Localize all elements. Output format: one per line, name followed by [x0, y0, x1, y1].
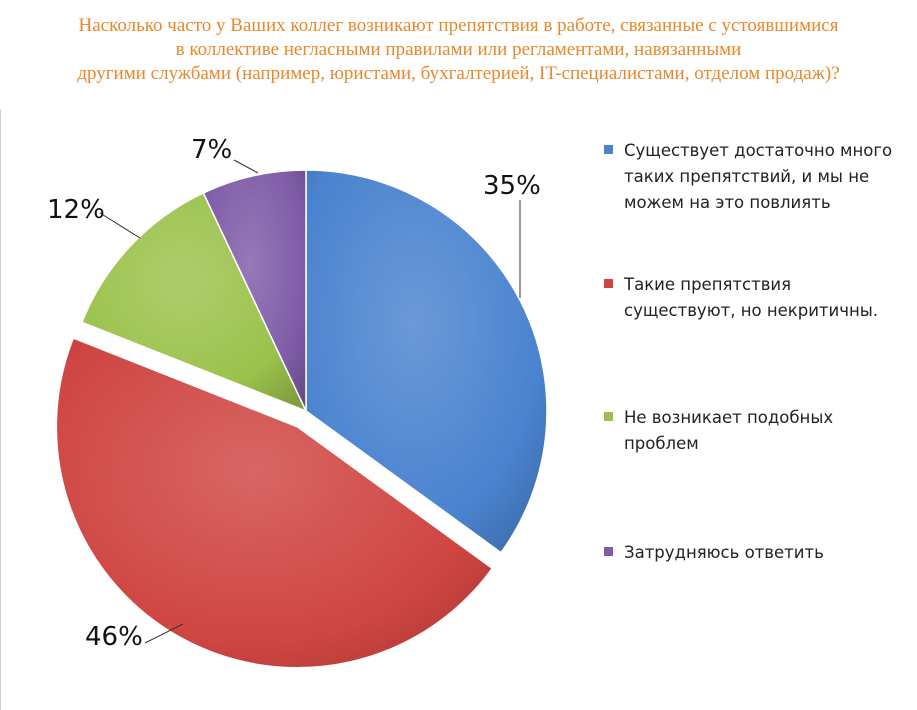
pie-slice-hard-to-say: [202, 169, 307, 412]
legend-swatch: [604, 145, 613, 154]
data-label-many-obstacles: 35%: [483, 171, 541, 201]
legend-label: Существует достаточно много таких препят…: [624, 141, 893, 212]
legend-label: Не возникает подобных проблем: [624, 408, 834, 453]
legend-label: Затрудняюсь ответить: [624, 543, 824, 562]
pie-slices: [55, 169, 548, 669]
chart-title-line-2: в коллективе негласными правилами или ре…: [175, 39, 742, 60]
data-label-no-problems: 12%: [47, 195, 105, 225]
data-labels: 35% 46% 12% 7%: [47, 135, 541, 652]
legend-swatch: [604, 547, 613, 556]
data-label-hard-to-say: 7%: [191, 135, 232, 165]
chart-title-line-1: Насколько часто у Ваших коллег возникают…: [78, 15, 839, 36]
chart-title: Насколько часто у Ваших коллег возникают…: [0, 14, 917, 86]
legend-label: Такие препятствия существуют, но некрити…: [624, 275, 879, 320]
chart-frame-edge: [0, 110, 9, 710]
leader-lines: [99, 159, 521, 644]
pie-slice-no-problems: [80, 191, 308, 413]
pie-slice-noncritical: [55, 337, 494, 669]
leader-line-hard-to-say: [233, 159, 259, 174]
leader-line-noncritical: [144, 623, 184, 644]
pie-slice-many-obstacles: [305, 169, 548, 554]
leader-line-no-problems: [99, 212, 141, 239]
legend-swatch: [604, 412, 613, 421]
data-label-noncritical: 46%: [85, 622, 143, 652]
chart-title-line-3: другими службами (например, юристами, бу…: [77, 63, 840, 84]
legend-swatch: [604, 279, 613, 288]
